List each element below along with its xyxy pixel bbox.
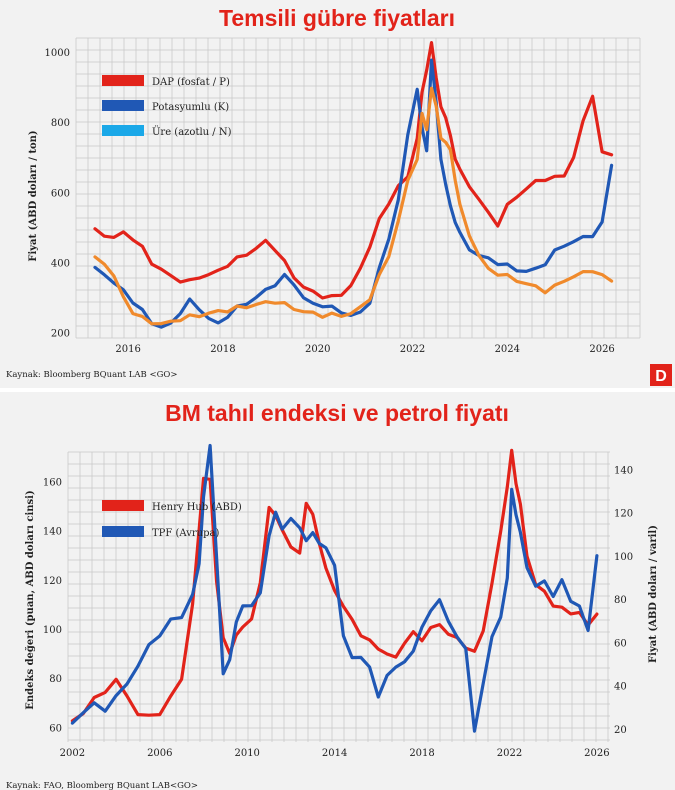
- grain-oil-chart-y-tick-label: 160: [43, 477, 62, 488]
- grain-oil-chart-x-tick-label: 2002: [60, 748, 85, 759]
- legend-swatch-tpf: [102, 526, 144, 537]
- grain-oil-chart-title: BM tahıl endeksi ve petrol fiyatı: [165, 400, 509, 426]
- grain-oil-chart-y-tick-label: 120: [43, 576, 62, 587]
- fertilizer-chart-lines: [93, 41, 614, 329]
- fertilizer-chart-y-axis-label: Fiyat (ABD doları / ton): [28, 130, 39, 261]
- fertilizer-chart-y-tick-label: 600: [51, 188, 70, 199]
- grain-oil-chart-right-y-tick-label: 120: [614, 509, 633, 520]
- grain-oil-chart-series-tpf-avrupa: [70, 443, 599, 733]
- grain-oil-chart-y-tick-label: 140: [43, 527, 62, 538]
- grain-oil-chart-x-tick-label: 2010: [234, 748, 259, 759]
- fertilizer-chart-x-tick-label: 2016: [115, 344, 140, 355]
- fertilizer-chart-title: Temsili gübre fiyatları: [219, 5, 455, 31]
- legend-label-dap: DAP (fosfat / P): [152, 77, 230, 88]
- fertilizer-chart-y-ticks: 200 400 600 800 1000: [45, 48, 70, 340]
- fertilizer-chart-x-ticks: 2016 2018 2020 2022 2024 2026: [115, 344, 614, 355]
- publisher-logo: [650, 364, 672, 386]
- grain-oil-chart-right-axis-label: Fiyat (ABD doları / varil): [648, 525, 659, 663]
- fertilizer-chart-y-tick-label: 400: [51, 259, 70, 270]
- grain-oil-chart-right-y-ticks: 20 40 60 80 100 120 140: [614, 465, 633, 736]
- fertilizer-chart-x-tick-label: 2026: [589, 344, 614, 355]
- grain-oil-chart-legend: Henry Hub (ABD) TPF (Avrupa): [102, 500, 242, 539]
- fertilizer-chart-legend: DAP (fosfat / P) Potasyumlu (K) Üre (azo…: [102, 75, 232, 138]
- grain-oil-chart-right-y-tick-label: 20: [614, 725, 627, 736]
- fertilizer-chart-y-tick-label: 200: [51, 329, 70, 340]
- grain-oil-chart-y-tick-label: 60: [49, 723, 62, 734]
- grain-oil-chart-left-y-ticks: 60 80 100 120 140 160: [43, 477, 62, 734]
- grain-oil-chart-source: Kaynak: FAO, Bloomberg BQuant LAB<GO>: [6, 781, 198, 790]
- legend-label-tpf: TPF (Avrupa): [152, 528, 219, 539]
- grain-oil-chart-x-tick-label: 2018: [409, 748, 434, 759]
- legend-label-urea: Üre (azotlu / N): [152, 126, 232, 138]
- grain-oil-chart-right-y-tick-label: 140: [614, 465, 633, 476]
- grain-oil-chart-right-y-tick-label: 60: [614, 638, 627, 649]
- grain-oil-chart-right-y-tick-label: 40: [614, 682, 627, 693]
- legend-swatch-potash: [102, 100, 144, 111]
- fertilizer-chart-y-tick-label: 800: [51, 118, 70, 129]
- fertilizer-chart-x-tick-label: 2020: [305, 344, 330, 355]
- grain-oil-chart-x-tick-label: 2026: [584, 748, 609, 759]
- grain-oil-chart-lines: [70, 443, 599, 733]
- legend-label-potash: Potasyumlu (K): [152, 102, 229, 113]
- legend-swatch-urea: [102, 125, 144, 136]
- fertilizer-chart-x-tick-label: 2024: [495, 344, 520, 355]
- legend-label-henry-hub: Henry Hub (ABD): [152, 502, 242, 513]
- grain-oil-chart-y-tick-label: 80: [49, 674, 62, 685]
- grain-oil-chart-x-tick-label: 2006: [147, 748, 172, 759]
- fertilizer-chart-y-tick-label: 1000: [45, 48, 70, 59]
- grain-oil-chart-x-tick-label: 2014: [322, 748, 347, 759]
- publisher-logo-letter: D: [655, 368, 667, 385]
- fertilizer-chart-x-tick-label: 2022: [400, 344, 425, 355]
- grain-oil-chart-right-y-tick-label: 80: [614, 595, 627, 606]
- fertilizer-chart-x-tick-label: 2018: [210, 344, 235, 355]
- grain-oil-chart-x-ticks: 2002 2006 2010 2014 2018 2022 2026: [60, 748, 610, 759]
- grain-oil-chart-y-tick-label: 100: [43, 625, 62, 636]
- grain-oil-chart-x-tick-label: 2022: [497, 748, 522, 759]
- grain-oil-chart-right-y-tick-label: 100: [614, 552, 633, 563]
- legend-swatch-henry-hub: [102, 500, 144, 511]
- grain-oil-chart-left-axis-label: Endeks değeri (puan, ABD doları cinsi): [25, 490, 36, 709]
- legend-swatch-dap: [102, 75, 144, 86]
- fertilizer-chart-series-dap-fosfat-p: [93, 41, 614, 300]
- fertilizer-chart-series-re-azotlu-n: [93, 86, 614, 326]
- fertilizer-chart-source: Kaynak: Bloomberg BQuant LAB <GO>: [6, 370, 178, 380]
